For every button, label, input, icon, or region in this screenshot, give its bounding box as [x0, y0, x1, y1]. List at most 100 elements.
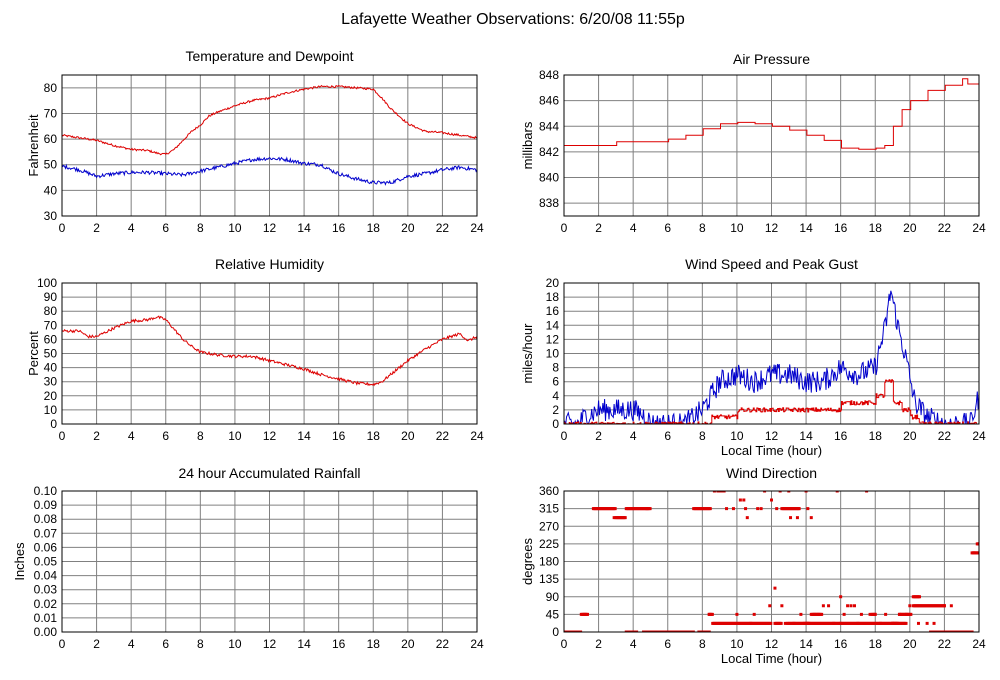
direction-point — [856, 621, 860, 625]
temp-plot-area — [62, 84, 477, 186]
y-tick-label: 6 — [552, 375, 559, 389]
direction-point — [710, 612, 714, 616]
direction-point — [972, 551, 976, 555]
x-tick-label: 10 — [730, 637, 744, 651]
direction-point — [853, 604, 856, 608]
y-tick-label: 80 — [44, 304, 58, 318]
x-tick-label: 2 — [595, 221, 602, 235]
direction-point — [821, 604, 825, 608]
direction-point — [835, 491, 839, 493]
x-tick-label: 18 — [869, 429, 883, 443]
direction-point — [891, 621, 895, 625]
direction-point — [976, 551, 979, 555]
x-tick-label: 20 — [903, 429, 917, 443]
direction-point — [942, 604, 946, 608]
y-tick-label: 12 — [546, 332, 560, 346]
x-tick-label: 18 — [367, 429, 381, 443]
x-tick-label: 12 — [263, 637, 277, 651]
direction-point — [820, 612, 824, 616]
x-tick-label: 4 — [128, 429, 135, 443]
direction-point — [712, 491, 716, 493]
direction-point — [735, 612, 739, 616]
direction-point — [749, 621, 753, 625]
direction-point — [932, 621, 936, 625]
x-tick-label: 22 — [938, 221, 952, 235]
y-tick-label: 14 — [546, 318, 560, 332]
direction-point — [780, 604, 784, 608]
x-tick-label: 24 — [470, 429, 484, 443]
x-tick-label: 8 — [699, 637, 706, 651]
y-tick-label: 315 — [539, 502, 559, 516]
x-tick-label: 12 — [765, 221, 779, 235]
wind-speed-plot-area — [564, 290, 979, 424]
direction-point — [953, 630, 957, 632]
direction-point — [579, 630, 583, 632]
direction-point — [652, 630, 656, 632]
x-tick-label: 20 — [903, 221, 917, 235]
x-tick-label: 18 — [869, 221, 883, 235]
y-tick-label: 30 — [44, 209, 58, 223]
y-tick-label: 60 — [44, 132, 58, 146]
direction-point — [612, 516, 616, 520]
y-tick-label: 0.10 — [34, 484, 58, 498]
direction-point — [884, 612, 888, 616]
rainfall-ylabel: Inches — [12, 542, 27, 581]
direction-point — [797, 507, 801, 511]
y-tick-label: 0 — [552, 417, 559, 431]
direction-point — [970, 630, 974, 632]
direction-point — [802, 621, 806, 625]
x-tick-label: 2 — [595, 637, 602, 651]
direction-point — [799, 612, 803, 616]
x-tick-label: 16 — [332, 637, 346, 651]
y-tick-label: 846 — [539, 94, 559, 108]
pressure-title: Air Pressure — [733, 51, 810, 67]
direction-point — [745, 516, 749, 520]
direction-point — [744, 507, 748, 511]
direction-point — [908, 604, 912, 608]
x-tick-label: 14 — [297, 429, 311, 443]
direction-point — [707, 630, 711, 632]
x-tick-label: 10 — [228, 637, 242, 651]
direction-point — [897, 612, 901, 616]
x-tick-label: 6 — [162, 429, 169, 443]
x-tick-label: 0 — [561, 637, 568, 651]
pressure-ylabel: millibars — [520, 121, 535, 169]
x-tick-label: 22 — [938, 429, 952, 443]
direction-point — [705, 630, 709, 632]
x-tick-label: 4 — [128, 221, 135, 235]
x-tick-label: 16 — [834, 429, 848, 443]
direction-point — [909, 612, 913, 616]
y-tick-label: 844 — [539, 119, 559, 133]
y-tick-label: 40 — [44, 361, 58, 375]
direction-point — [763, 491, 767, 493]
direction-point — [868, 612, 872, 616]
x-tick-label: 0 — [59, 221, 66, 235]
x-tick-label: 10 — [730, 429, 744, 443]
x-tick-label: 2 — [93, 429, 100, 443]
y-tick-label: 0.06 — [34, 540, 58, 554]
x-tick-label: 6 — [664, 637, 671, 651]
direction-point — [839, 595, 843, 599]
y-tick-label: 10 — [546, 347, 560, 361]
direction-point — [789, 516, 793, 520]
y-tick-label: 360 — [539, 484, 559, 498]
x-tick-label: 10 — [228, 429, 242, 443]
direction-point — [804, 491, 808, 493]
x-tick-label: 0 — [561, 429, 568, 443]
y-tick-label: 180 — [539, 555, 559, 569]
direction-point — [783, 621, 787, 625]
y-tick-label: 16 — [546, 304, 560, 318]
x-tick-label: 8 — [197, 221, 204, 235]
pressure-frame — [563, 74, 980, 217]
direction-point — [738, 498, 742, 502]
y-tick-label: 10 — [44, 403, 58, 417]
y-tick-label: 50 — [44, 347, 58, 361]
y-tick-label: 0.03 — [34, 583, 58, 597]
x-tick-label: 4 — [630, 637, 637, 651]
pressure-plot-area — [564, 78, 979, 150]
x-tick-label: 24 — [972, 637, 986, 651]
y-tick-label: 4 — [552, 389, 559, 403]
